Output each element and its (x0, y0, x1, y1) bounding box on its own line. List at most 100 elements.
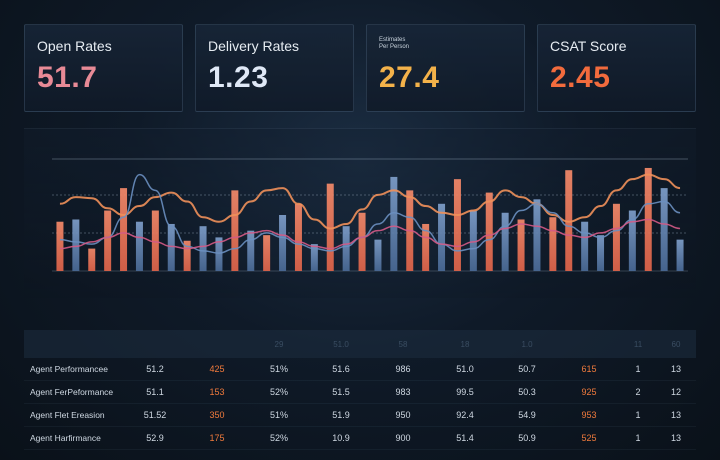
table-row[interactable]: Agent Flet Ereasion 51.52 350 51% 51.9 9… (24, 404, 696, 427)
header-cell: 1.0 (521, 339, 533, 349)
agent-name: Agent Flet Ereasion (30, 410, 105, 420)
chart-bar (501, 212, 509, 271)
chart-bar (533, 199, 541, 271)
chart-bar (120, 188, 128, 271)
chart-bar (151, 210, 159, 271)
table-cell: 12 (670, 387, 681, 397)
table-cell: 953 (581, 410, 597, 420)
table-cell: 13 (670, 410, 681, 420)
chart-bar (517, 219, 525, 271)
chart-bar (215, 237, 223, 271)
chart-bar (453, 179, 461, 271)
table-cell: 986 (395, 364, 411, 374)
chart-bar (56, 221, 64, 271)
table-row[interactable]: Agent Harfirmance 52.9 175 52% 10.9 900 … (24, 427, 696, 450)
header-cell: 58 (398, 339, 408, 349)
chart-bar (438, 203, 446, 271)
chart-bar (199, 226, 207, 271)
table-cell: 92.4 (456, 410, 474, 420)
chart-bar (231, 190, 239, 271)
table-header: 29 51.0 58 18 1.0 11 60 (24, 330, 696, 358)
table-cell: 50.7 (518, 364, 536, 374)
series-line (59, 173, 681, 230)
table-cell: 51.6 (332, 364, 350, 374)
table-cell: 51.9 (332, 410, 350, 420)
chart-bar (374, 239, 382, 271)
kpi-card-csat-score[interactable]: CSAT Score 2.45 (537, 24, 696, 112)
chart-bar (597, 235, 605, 271)
table-cell: 925 (581, 387, 597, 397)
chart-bar (104, 210, 112, 271)
kpi-row: Open Rates 51.7 Delivery Rates 1.23 Esti… (24, 24, 696, 112)
table-cell: 525 (581, 433, 597, 443)
table-cell: 13 (670, 364, 681, 374)
table-cell: 51.0 (456, 364, 474, 374)
header-cell: 18 (460, 339, 470, 349)
table-cell: 1 (635, 364, 641, 374)
table-cell: 1 (635, 410, 641, 420)
chart-bar (72, 219, 80, 271)
kpi-value: 27.4 (379, 61, 440, 94)
table-cell: 2 (635, 387, 641, 397)
chart-bar (628, 210, 636, 271)
kpi-value: 2.45 (550, 61, 611, 94)
kpi-title: CSAT Score (550, 38, 627, 54)
kpi-title: Estimates Per Person (379, 37, 410, 50)
table-cell: 54.9 (518, 410, 536, 420)
header-cell: 60 (671, 339, 681, 349)
table-cell: 350 (209, 410, 225, 420)
chart-bar (612, 203, 620, 271)
table-cell: 52% (269, 387, 288, 397)
table-cell: 425 (209, 364, 225, 374)
chart-bar (135, 221, 143, 271)
table-cell: 51.2 (146, 364, 164, 374)
table-cell: 51.5 (332, 387, 350, 397)
table-cell: 51.52 (143, 410, 167, 420)
kpi-title: Open Rates (37, 38, 112, 54)
table-cell: 10.9 (332, 433, 350, 443)
chart-bar (390, 176, 398, 271)
chart-bar (581, 221, 589, 271)
chart-bar (358, 212, 366, 271)
chart-bar (183, 240, 191, 271)
table-cell: 51% (269, 410, 288, 420)
table-cell: 51% (269, 364, 288, 374)
kpi-value: 1.23 (208, 61, 269, 94)
header-cell: 51.0 (333, 339, 349, 349)
chart-bar (88, 248, 96, 271)
table-row[interactable]: Agent FerPeformance 51.1 153 52% 51.5 98… (24, 381, 696, 404)
agent-name: Agent Performancee (30, 364, 108, 374)
agent-name: Agent Harfirmance (30, 433, 101, 443)
chart-bar (279, 215, 287, 271)
kpi-value: 51.7 (37, 61, 98, 94)
kpi-card-estimates[interactable]: Estimates Per Person 27.4 (366, 24, 525, 112)
table-cell: 52.9 (146, 433, 164, 443)
chart-bar (247, 230, 255, 271)
chart-bar (263, 235, 271, 271)
chart-bar (485, 192, 493, 271)
kpi-card-open-rates[interactable]: Open Rates 51.7 (24, 24, 183, 112)
chart-bar (660, 188, 668, 271)
chart-bar (549, 217, 557, 271)
table-row[interactable]: Agent Performancee 51.2 425 51% 51.6 986… (24, 358, 696, 381)
table-cell: 900 (395, 433, 411, 443)
table-cell: 52% (269, 433, 288, 443)
chart-bar (342, 226, 350, 271)
combo-chart (52, 158, 688, 272)
table-cell: 175 (209, 433, 225, 443)
chart-bar (469, 210, 477, 271)
agent-name: Agent FerPeformance (30, 387, 114, 397)
chart-bar (294, 203, 302, 271)
kpi-card-delivery-rates[interactable]: Delivery Rates 1.23 (195, 24, 354, 112)
chart-bar (310, 244, 318, 271)
kpi-title: Delivery Rates (208, 38, 300, 54)
table-cell: 51.1 (146, 387, 164, 397)
series-line (59, 218, 681, 250)
table-cell: 1 (635, 433, 641, 443)
table-cell: 51.4 (456, 433, 474, 443)
header-cell: 11 (633, 339, 643, 349)
table-cell: 983 (395, 387, 411, 397)
table-cell: 615 (581, 364, 597, 374)
table-cell: 950 (395, 410, 411, 420)
table-cell: 50.9 (518, 433, 536, 443)
